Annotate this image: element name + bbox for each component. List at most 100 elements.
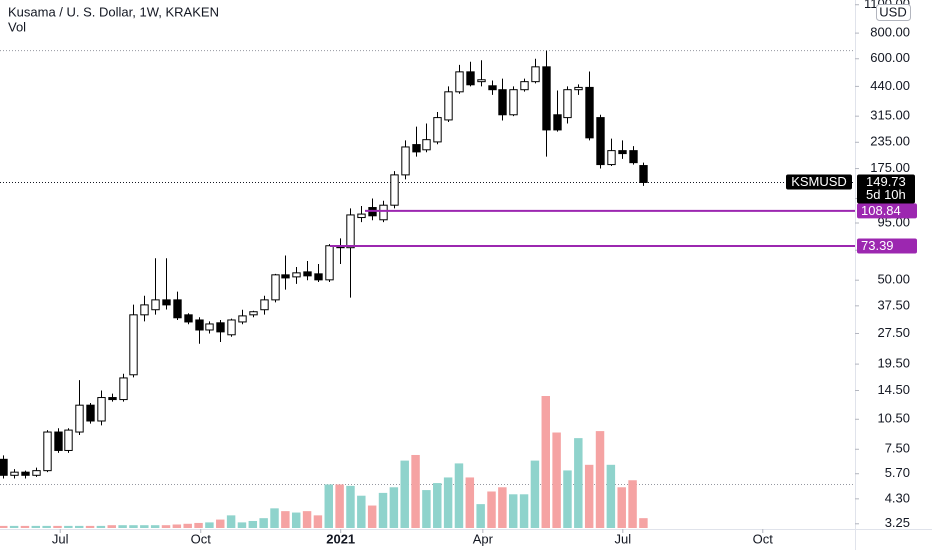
candle-body	[553, 114, 562, 131]
volume-bar	[31, 525, 41, 528]
volume-bar	[42, 525, 51, 528]
candle-body	[531, 66, 540, 83]
symbol-label: KSMUSD	[791, 174, 847, 189]
volume-bar	[313, 515, 323, 528]
x-tick-label: Oct	[753, 531, 774, 546]
candle-body	[129, 314, 138, 376]
candle-body	[629, 150, 638, 164]
candle-body	[249, 311, 258, 316]
volume-bar	[194, 522, 203, 528]
price-line-tag	[857, 238, 917, 254]
y-tick-label: 175.00	[870, 160, 910, 175]
candle-body	[292, 272, 301, 278]
volume-bar	[237, 522, 247, 528]
candle-body	[184, 314, 193, 323]
volume-label: Vol	[8, 19, 26, 34]
volume-bar	[74, 525, 84, 528]
volume-bar	[639, 518, 648, 528]
volume-bar	[617, 487, 626, 528]
x-tick-label: Apr	[473, 531, 494, 546]
candle-body	[466, 71, 475, 86]
volume-bar	[346, 485, 355, 528]
candle-body	[618, 150, 627, 155]
candle-body	[195, 319, 204, 331]
volume-bar	[498, 487, 507, 528]
volume-bar	[606, 464, 616, 528]
volume-bar	[281, 511, 290, 528]
candle-body	[21, 471, 30, 476]
y-tick-label: 50.00	[877, 272, 910, 287]
candle-body	[281, 274, 290, 279]
candle-body	[75, 404, 84, 433]
currency-box[interactable]	[876, 4, 911, 21]
candle-body	[401, 146, 410, 176]
volume-bar	[357, 495, 366, 528]
y-tick-label: 5.70	[885, 465, 910, 480]
candle-body	[444, 91, 453, 121]
currency-label[interactable]: USD	[879, 4, 906, 19]
volume-bar	[595, 431, 605, 528]
candle-body	[412, 144, 421, 153]
volume-bar	[378, 492, 388, 528]
candle-body	[86, 404, 95, 422]
y-tick-label: 7.50	[885, 441, 910, 456]
y-tick-label: 440.00	[870, 78, 910, 93]
candle-body	[205, 323, 214, 331]
candle-body	[639, 165, 648, 183]
candle-body	[314, 273, 323, 281]
volume-bar	[183, 523, 192, 528]
volume-bar	[20, 525, 30, 528]
volume-bar	[259, 518, 268, 528]
candle-body	[520, 81, 529, 91]
y-tick-label: 19.50	[877, 356, 910, 371]
candle-body	[390, 174, 399, 206]
candle-body	[119, 377, 128, 401]
volume-bar	[107, 525, 116, 528]
x-tick-label: 2021	[326, 531, 355, 546]
chart-title: Kusama / U. S. Dollar, 1W, KRAKEN	[8, 4, 219, 19]
candle-body	[607, 150, 616, 166]
volume-bar	[0, 525, 8, 528]
last-price-box	[857, 174, 915, 204]
candle-body	[271, 274, 280, 301]
y-tick-label: 600.00	[870, 50, 910, 65]
candle-body	[563, 89, 572, 119]
candle-body	[162, 299, 171, 306]
candle-body	[216, 322, 225, 333]
y-tick-label: 14.50	[877, 382, 910, 397]
x-tick-label: Jul	[614, 531, 631, 546]
volume-bar	[118, 525, 127, 528]
candle-body	[173, 299, 182, 319]
volume-bar	[291, 512, 301, 528]
volume-bar	[9, 525, 19, 528]
volume-bar	[140, 525, 149, 528]
candle-body	[433, 117, 442, 143]
price-line-label: 108.84	[861, 203, 901, 218]
candle-body	[346, 214, 355, 249]
candle-body	[64, 429, 73, 451]
candle-body	[596, 117, 605, 166]
volume-bar	[64, 525, 73, 528]
candle-body	[509, 89, 518, 116]
last-price-label: 149.73	[866, 174, 906, 189]
x-tick-label: Oct	[191, 531, 212, 546]
volume-bar	[563, 470, 572, 528]
x-tick-label: Jul	[52, 531, 69, 546]
volume-bar	[85, 525, 95, 528]
candle-body	[151, 299, 160, 311]
candle-body	[488, 85, 497, 91]
candle-body	[227, 319, 236, 336]
y-tick-label: 800.00	[870, 25, 910, 40]
candle-body	[10, 471, 19, 476]
y-tick-label: 27.50	[877, 325, 910, 340]
candle-body	[97, 397, 106, 422]
volume-bar	[205, 522, 214, 528]
candle-body	[32, 470, 41, 476]
volume-bar	[508, 494, 518, 528]
volume-bar	[541, 396, 550, 528]
volume-bar	[335, 484, 344, 528]
volume-bar	[172, 524, 182, 528]
volume-bar	[487, 491, 496, 528]
volume-bar	[443, 477, 453, 528]
